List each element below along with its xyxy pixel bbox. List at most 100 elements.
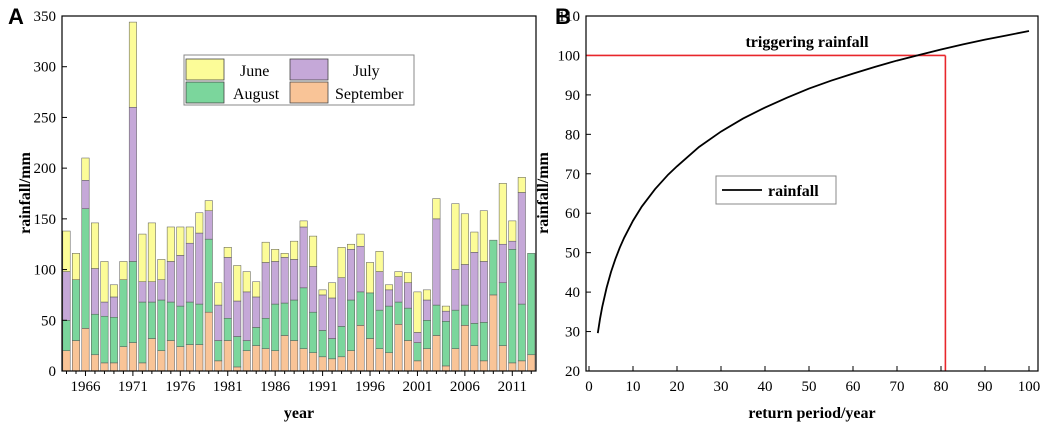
bar-july-2002 xyxy=(422,299,431,321)
bar-september-1972 xyxy=(138,362,147,372)
panel-a: A 0 50 100 150 200 250 300 350 1966 1971 1976 1981 1… xyxy=(8,4,537,422)
bar-september-1994 xyxy=(347,350,356,372)
bar-july-1985 xyxy=(261,262,270,319)
bar-august-1964 xyxy=(62,320,71,351)
legend-july-label: July xyxy=(353,63,380,80)
panel-b-x-tick-label: 100 xyxy=(1018,379,1041,395)
bar-august-1994 xyxy=(347,299,356,351)
bar-august-2009 xyxy=(489,239,498,296)
bar-august-1983 xyxy=(242,340,251,351)
bar-july-1995 xyxy=(356,245,365,293)
bar-august-1998 xyxy=(385,305,393,353)
panel-a-y-tick-label: 300 xyxy=(34,60,57,76)
bar-july-1975 xyxy=(166,261,175,303)
bar-june-1981 xyxy=(223,247,232,258)
bar-august-1980 xyxy=(214,340,223,362)
legend-september-swatch xyxy=(289,81,329,104)
bar-september-1971 xyxy=(128,342,137,372)
bar-june-2001 xyxy=(413,291,422,333)
panel-b-y-tick-label: 100 xyxy=(558,48,581,64)
panel-b-y-tick-label: 20 xyxy=(565,364,580,380)
bar-july-2005 xyxy=(451,269,460,311)
bar-june-1988 xyxy=(290,240,299,260)
bar-june-1984 xyxy=(252,281,261,298)
bar-september-2003 xyxy=(432,335,441,372)
bar-june-2000 xyxy=(404,272,412,283)
bar-july-2008 xyxy=(479,261,488,323)
panel-a-x-tick-label: 1996 xyxy=(355,379,386,395)
bar-september-1988 xyxy=(290,340,299,372)
bar-june-1997 xyxy=(375,251,384,272)
bar-june-1973 xyxy=(147,222,156,282)
bar-june-1987 xyxy=(280,253,289,258)
bar-june-1965 xyxy=(72,253,80,280)
bar-august-1981 xyxy=(223,318,232,341)
bar-june-2002 xyxy=(422,289,431,301)
panel-a-y-tick-label: 100 xyxy=(34,263,57,279)
bar-june-1993 xyxy=(337,247,346,278)
bar-july-1992 xyxy=(328,297,337,339)
panel-a-x-tick-label: 1971 xyxy=(118,379,148,395)
bar-june-2007 xyxy=(470,231,479,253)
bar-september-2004 xyxy=(441,365,450,372)
bar-june-1996 xyxy=(366,262,374,294)
bar-august-1985 xyxy=(261,318,270,349)
bar-august-2005 xyxy=(451,309,460,349)
legend-july-swatch xyxy=(289,58,329,81)
bar-september-2012 xyxy=(517,360,526,372)
bar-september-1992 xyxy=(328,358,337,372)
panel-a-x-tick-label: 1991 xyxy=(308,379,338,395)
bar-july-1966 xyxy=(81,180,90,209)
bar-june-1967 xyxy=(91,222,99,269)
bar-august-1986 xyxy=(271,303,280,351)
bar-september-2011 xyxy=(508,362,517,372)
bar-august-1977 xyxy=(185,301,194,345)
bar-september-2010 xyxy=(498,345,507,372)
bar-july-2001 xyxy=(413,332,422,343)
panel-b-x-axis-label: return period/year xyxy=(748,405,875,422)
panel-a-bars xyxy=(62,21,536,372)
panel-b-y-tick-label: 110 xyxy=(558,9,580,25)
bar-june-1974 xyxy=(157,259,166,280)
bar-august-1968 xyxy=(100,315,109,364)
bar-august-2007 xyxy=(470,323,479,346)
panel-b-y-tick-label: 60 xyxy=(565,206,580,222)
legend-september-label: September xyxy=(335,86,404,103)
panel-a-y-tick-label: 150 xyxy=(34,212,57,228)
panel-a-legend: June July August September xyxy=(183,54,415,106)
bar-june-1977 xyxy=(185,226,194,244)
panel-a-axes: 0 50 100 150 200 250 300 350 1966 1971 1976 1981 198… xyxy=(34,9,532,395)
bar-september-2013 xyxy=(527,354,536,372)
panel-b-y-tick-label: 40 xyxy=(565,285,580,301)
bar-july-2003 xyxy=(432,218,441,306)
bar-september-1964 xyxy=(62,350,71,372)
bar-june-2004 xyxy=(441,305,450,312)
bar-june-2011 xyxy=(508,220,517,242)
bar-june-1998 xyxy=(385,284,393,291)
bar-july-1986 xyxy=(271,261,280,305)
panel-b-x-tick-label: 20 xyxy=(670,379,685,395)
bar-june-1999 xyxy=(394,271,403,277)
bar-june-1970 xyxy=(119,261,128,280)
bar-september-2002 xyxy=(422,348,431,372)
bar-august-2004 xyxy=(441,321,450,367)
bar-september-1995 xyxy=(356,325,365,372)
bar-september-1981 xyxy=(223,340,232,372)
panel-b-x-tick-label: 30 xyxy=(714,379,729,395)
panel-a-x-tick-label: 1986 xyxy=(260,379,291,395)
bar-august-2001 xyxy=(413,342,422,362)
bar-june-1994 xyxy=(347,243,356,250)
bar-july-1990 xyxy=(309,266,318,313)
bar-july-1968 xyxy=(100,301,109,317)
panel-b-frame xyxy=(585,15,1039,372)
bar-june-1991 xyxy=(318,289,327,296)
bar-july-1980 xyxy=(214,304,223,341)
bar-august-1988 xyxy=(290,299,299,341)
bar-july-1977 xyxy=(185,242,194,303)
panel-a-frame xyxy=(61,15,537,372)
bar-september-1980 xyxy=(214,360,223,372)
panel-a-y-tick-label: 0 xyxy=(49,364,57,380)
bar-july-1978 xyxy=(195,232,204,305)
bar-august-1991 xyxy=(318,330,327,358)
bar-august-1989 xyxy=(299,287,308,349)
